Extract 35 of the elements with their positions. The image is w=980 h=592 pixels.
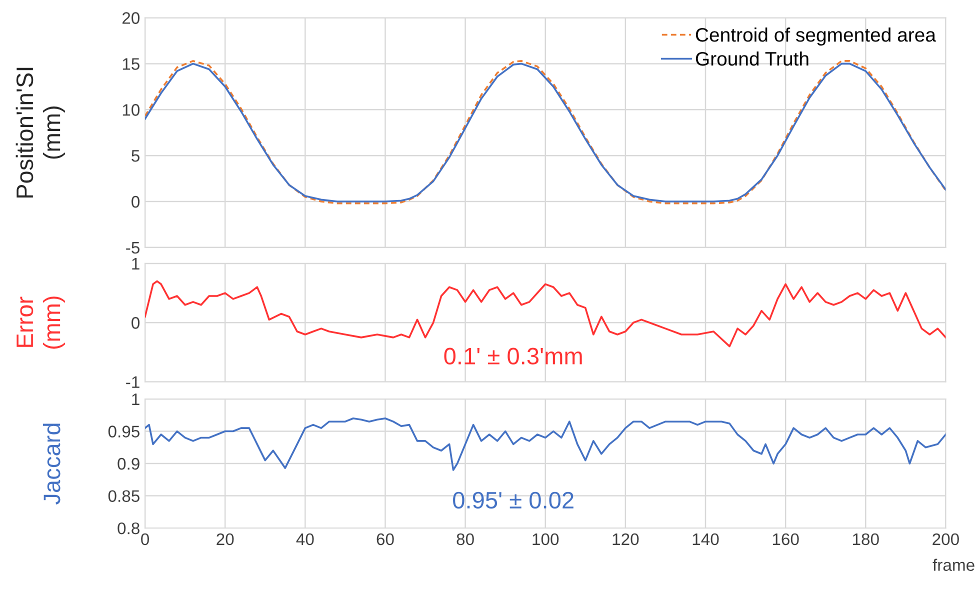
y-tick-label: -5 [126,242,140,254]
x-tick-label: 80 [456,533,474,546]
legend-label: Ground Truth [696,51,808,66]
line-series [145,417,946,471]
y-tick-label: 0.9 [118,458,140,470]
annotation: 0.95' ± 0.02 [453,492,574,509]
x-tick-label: 40 [296,533,314,546]
x-tick-label: 20 [216,533,234,546]
legend-label: Centroid of segmented area [696,27,936,46]
x-tick-label: 140 [692,533,719,546]
y-axis-title: Jaccard [42,424,60,504]
x-tick-label: 60 [376,533,394,546]
y-tick-label: 1 [132,258,140,270]
x-axis-title: frame [932,558,974,571]
y-tick-label: 15 [122,58,140,70]
y-tick-label: -1 [126,376,140,388]
x-tick-label: 160 [772,533,799,546]
y-tick-label: 10 [122,104,140,116]
y-axis-title: Position'in'SI (mm) [16,68,65,198]
y-tick-label: 0.85 [108,490,140,502]
x-tick-label: 100 [532,533,559,546]
y-tick-label: 0 [132,196,140,208]
x-tick-label: 200 [932,533,959,546]
x-tick-label: 180 [853,533,879,546]
y-tick-label: 0.8 [118,522,140,534]
y-axis-title: Error (mm) [16,296,65,349]
x-tick-label: 0 [141,533,150,546]
y-tick-label: 0 [132,317,140,329]
y-tick-label: 5 [132,150,140,162]
annotation: 0.1' ± 0.3'mm [444,348,582,364]
y-tick-label: 0.95 [108,426,140,438]
line-series [145,280,946,348]
x-tick-label: 120 [612,533,639,546]
y-tick-label: 20 [122,12,140,24]
y-tick-label: 1 [132,394,140,406]
